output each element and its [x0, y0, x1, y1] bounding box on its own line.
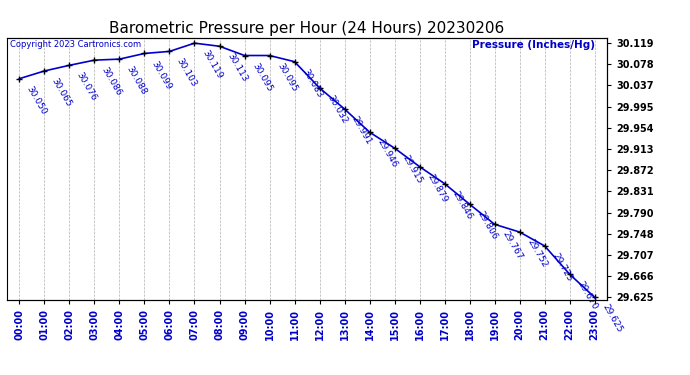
Text: Pressure (Inches/Hg): Pressure (Inches/Hg)	[472, 40, 595, 50]
Text: 30.086: 30.086	[100, 66, 124, 98]
Text: Copyright 2023 Cartronics.com: Copyright 2023 Cartronics.com	[10, 40, 141, 49]
Text: 30.050: 30.050	[25, 84, 48, 116]
Text: 30.119: 30.119	[200, 49, 224, 81]
Text: 29.946: 29.946	[375, 138, 399, 170]
Text: 29.670: 29.670	[575, 280, 599, 312]
Text: 30.032: 30.032	[325, 93, 348, 125]
Text: 30.065: 30.065	[50, 76, 74, 108]
Text: 29.879: 29.879	[425, 172, 449, 204]
Text: 30.083: 30.083	[300, 67, 324, 99]
Text: 30.113: 30.113	[225, 52, 248, 84]
Text: 30.095: 30.095	[250, 61, 274, 93]
Text: 29.725: 29.725	[550, 252, 573, 283]
Text: 30.088: 30.088	[125, 64, 148, 96]
Text: 30.076: 30.076	[75, 71, 99, 103]
Text: 29.915: 29.915	[400, 154, 424, 186]
Text: 29.846: 29.846	[450, 189, 473, 221]
Text: 29.806: 29.806	[475, 210, 499, 242]
Title: Barometric Pressure per Hour (24 Hours) 20230206: Barometric Pressure per Hour (24 Hours) …	[110, 21, 504, 36]
Text: 30.095: 30.095	[275, 61, 299, 93]
Text: 30.099: 30.099	[150, 59, 174, 91]
Text: 29.752: 29.752	[525, 238, 549, 269]
Text: 29.991: 29.991	[350, 115, 374, 146]
Text: 29.625: 29.625	[600, 303, 624, 334]
Text: 30.103: 30.103	[175, 57, 199, 89]
Text: 29.767: 29.767	[500, 230, 524, 262]
